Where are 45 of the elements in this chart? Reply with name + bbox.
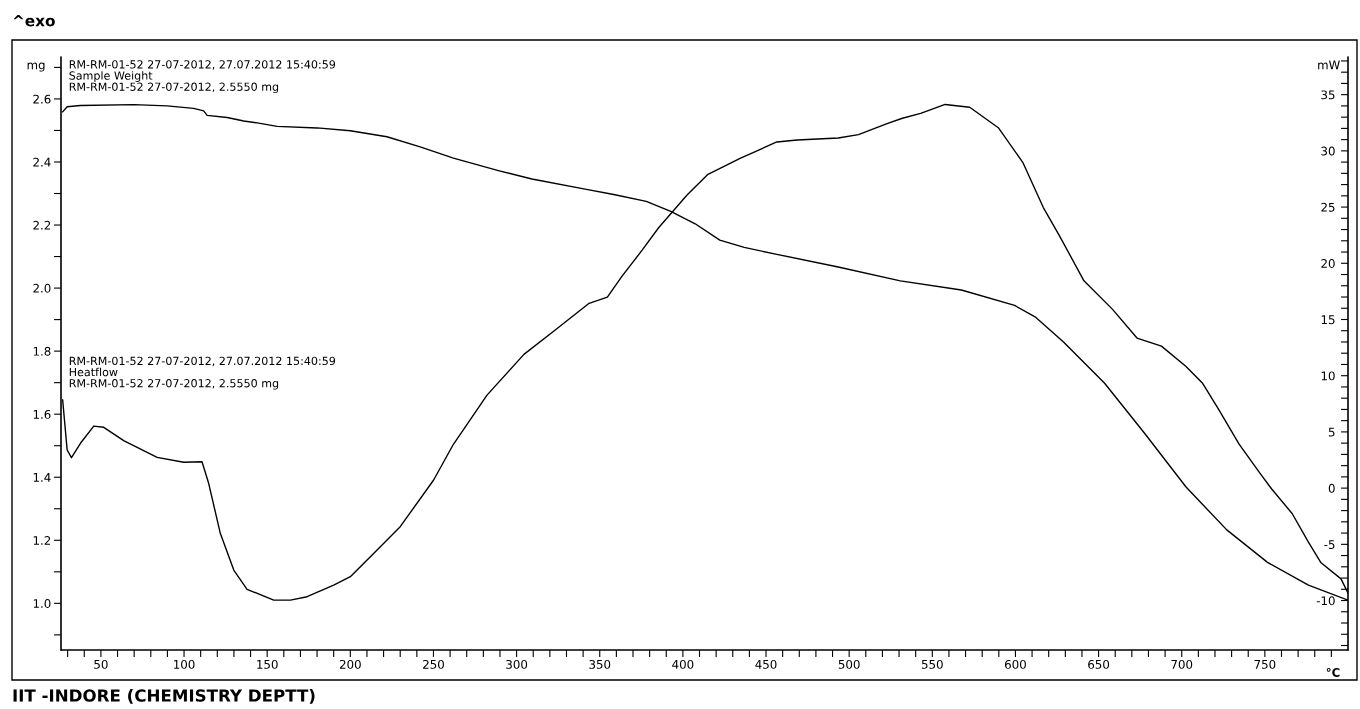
x-tick-label: 450	[755, 659, 777, 669]
x-tick-label: 150	[257, 659, 278, 669]
y-tick-label: 1.0	[33, 599, 51, 608]
y2-tick-label: 15	[1321, 315, 1335, 325]
y-tick-label: 1.6	[33, 409, 51, 419]
x-tick-label: 250	[423, 659, 444, 669]
annotation: RM-RM-01-52 27-07-2012, 2.5550 mg	[69, 82, 279, 94]
x-tick-label: 50	[94, 659, 108, 669]
x-tick-label: 650	[1088, 659, 1110, 669]
y-tick-label: 2.2	[33, 220, 51, 230]
y2-tick-label: 30	[1321, 146, 1335, 156]
y-tick-label: 2.4	[33, 157, 51, 167]
x-tick-label: 100	[174, 659, 195, 669]
x-tick-label: 700	[1171, 659, 1193, 669]
x-tick-label: 750	[1254, 659, 1276, 669]
annotation: RM-RM-01-52 27-07-2012, 27.07.2012 15:40:59	[69, 356, 336, 367]
y-tick-label: 1.2	[33, 536, 51, 545]
y2-tick-label: 25	[1321, 202, 1335, 212]
y-tick-label: 1.8	[33, 346, 51, 356]
y-tick-label: 2.0	[33, 283, 51, 293]
x-tick-label: 550	[921, 659, 943, 669]
x-tick-label: 200	[339, 659, 361, 669]
y2-tick-label: 10	[1321, 371, 1335, 381]
x-tick-label: 600	[1005, 659, 1026, 669]
y-tick-label: 2.6	[33, 94, 51, 104]
y2-axis-title: mW	[1318, 60, 1340, 70]
x-axis-title: °C	[1326, 667, 1340, 677]
annotation: RM-RM-01-52 27-07-2012, 2.5550 mg	[69, 379, 279, 390]
y2-tick-label: 5	[1328, 427, 1335, 437]
text: Sample Weight	[69, 71, 153, 82]
y-axis-title: mg	[27, 62, 45, 72]
text: Heatflow	[69, 367, 118, 377]
x-tick-label: 400	[672, 659, 694, 669]
x-tick-label: 350	[589, 659, 611, 669]
text: ^exo	[13, 15, 55, 27]
y2-tick-label: -5	[1324, 540, 1335, 549]
text: IIT -INDORE (CHEMISTRY DEPTT)	[13, 688, 315, 704]
annotation: RM-RM-01-52 27-07-2012, 27.07.2012 15:40:59	[69, 60, 336, 70]
y2-tick-label: 0	[1328, 483, 1335, 493]
y2-tick-label: 20	[1321, 259, 1335, 268]
y2-tick-label: 35	[1321, 90, 1335, 100]
x-tick-label: 300	[506, 659, 528, 669]
y-tick-label: 1.4	[33, 473, 51, 482]
y2-tick-label: -10	[1316, 596, 1335, 606]
x-tick-label: 500	[838, 659, 860, 669]
